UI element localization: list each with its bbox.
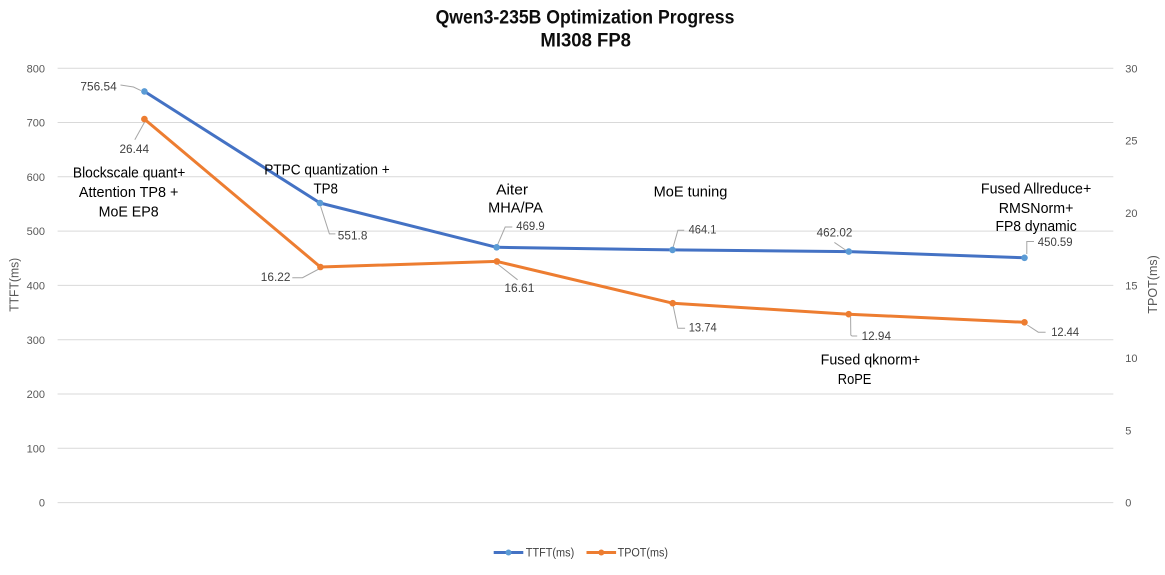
svg-text:200: 200 xyxy=(27,389,45,401)
svg-text:12.94: 12.94 xyxy=(862,331,892,343)
svg-text:0: 0 xyxy=(39,498,45,510)
svg-text:756.54: 756.54 xyxy=(80,81,117,93)
svg-text:Attention TP8 +: Attention TP8 + xyxy=(79,185,179,201)
svg-text:TP8: TP8 xyxy=(314,181,339,197)
svg-text:0: 0 xyxy=(1125,498,1131,510)
svg-text:5: 5 xyxy=(1125,425,1131,437)
svg-text:Blockscale quant+: Blockscale quant+ xyxy=(73,166,185,182)
svg-text:26.44: 26.44 xyxy=(120,144,150,156)
svg-text:RoPE: RoPE xyxy=(838,372,872,388)
svg-text:464.1: 464.1 xyxy=(689,225,717,237)
svg-text:Aiter: Aiter xyxy=(496,182,528,198)
svg-text:450.59: 450.59 xyxy=(1038,237,1073,249)
svg-text:400: 400 xyxy=(27,281,45,293)
svg-text:10: 10 xyxy=(1125,353,1137,365)
svg-text:700: 700 xyxy=(27,118,45,130)
svg-text:16.61: 16.61 xyxy=(504,283,534,295)
svg-text:MHA/PA: MHA/PA xyxy=(488,200,543,216)
svg-text:800: 800 xyxy=(27,63,45,75)
svg-text:100: 100 xyxy=(27,443,45,455)
svg-text:600: 600 xyxy=(27,172,45,184)
svg-text:MoE tuning: MoE tuning xyxy=(654,184,728,200)
svg-text:30: 30 xyxy=(1125,63,1137,75)
svg-text:551.8: 551.8 xyxy=(338,231,368,243)
svg-text:13.74: 13.74 xyxy=(689,322,718,334)
svg-text:FP8 dynamic: FP8 dynamic xyxy=(996,219,1077,235)
svg-text:500: 500 xyxy=(27,226,45,238)
svg-text:TTFT(ms): TTFT(ms) xyxy=(526,547,575,559)
svg-text:25: 25 xyxy=(1125,136,1137,148)
svg-text:Fused Allreduce+: Fused Allreduce+ xyxy=(981,182,1091,198)
svg-text:12.44: 12.44 xyxy=(1051,327,1079,339)
svg-text:20: 20 xyxy=(1125,208,1137,220)
svg-text:16.22: 16.22 xyxy=(261,272,291,284)
svg-text:469.9: 469.9 xyxy=(516,221,544,233)
svg-text:TTFT(ms): TTFT(ms) xyxy=(7,258,22,312)
svg-text:TPOT(ms): TPOT(ms) xyxy=(1145,255,1160,313)
svg-text:462.02: 462.02 xyxy=(817,228,853,240)
svg-text:Fused qknorm+: Fused qknorm+ xyxy=(821,353,921,369)
svg-text:PTPC quantization +: PTPC quantization + xyxy=(264,163,390,179)
svg-text:Qwen3-235B Optimization Progre: Qwen3-235B Optimization Progress xyxy=(436,7,735,28)
svg-text:300: 300 xyxy=(27,335,45,347)
svg-text:MoE EP8: MoE EP8 xyxy=(99,205,159,221)
svg-text:MI308 FP8: MI308 FP8 xyxy=(540,31,631,52)
svg-text:TPOT(ms): TPOT(ms) xyxy=(618,547,669,559)
svg-text:15: 15 xyxy=(1125,281,1137,293)
svg-text:RMSNorm+: RMSNorm+ xyxy=(999,201,1074,217)
